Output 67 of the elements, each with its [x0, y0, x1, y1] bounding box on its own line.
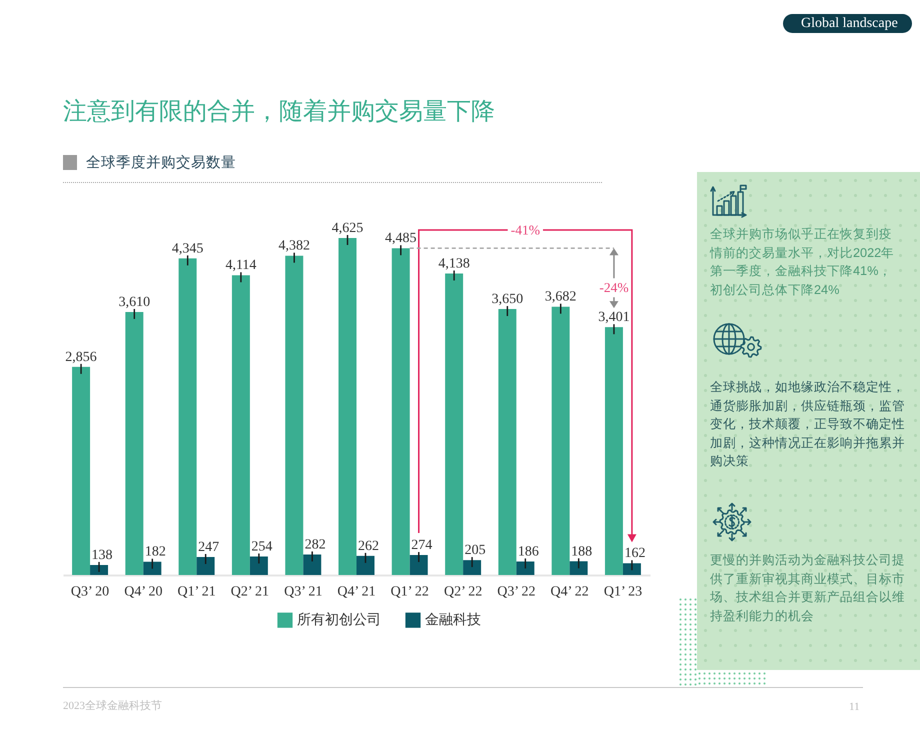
x-tick-label: Q2’ 21 — [230, 584, 270, 600]
data-label: 3,682 — [544, 290, 576, 305]
data-label: 3,650 — [492, 292, 524, 308]
data-label: 2,856 — [65, 350, 97, 365]
x-tick-label: Q1’ 21 — [178, 584, 216, 600]
data-label: 4,138 — [438, 256, 470, 272]
text: 全球并购市场似乎正在恢复到疫情前的交易量水平，对比2022年第一季度，金融科技下降41%，初创公司总体下降24% — [710, 226, 896, 298]
chart-subtitle: 全球季度并购交易数量 — [86, 154, 236, 172]
bar — [196, 557, 215, 575]
bar — [90, 564, 108, 575]
text: -41% — [510, 222, 540, 238]
x-tick-label: Q4’ 22 — [550, 584, 589, 600]
text: 全球挑战，如地缘政治不稳定性，通货膨胀加剧，供应链瓶颈，监管变化，技术颠覆，正导致不确定性加剧，这种情况正在影响并拖累并购决策 — [710, 379, 906, 470]
bar — [356, 556, 374, 575]
bar — [622, 563, 641, 575]
bar — [498, 309, 516, 575]
data-label: 4,382 — [278, 238, 310, 254]
bar — [410, 555, 428, 575]
bar — [570, 561, 588, 575]
bar — [125, 312, 144, 575]
x-tick-label: Q3’ 21 — [284, 584, 322, 600]
annotation: -24% — [599, 280, 629, 296]
data-label: 162 — [624, 546, 646, 562]
text: 更慢的并购活动为金融科技公司提供了重新审视其商业模式、目标市场、技术组合并更新产品组合以维持盈利能力的机会 — [710, 552, 906, 624]
bar — [72, 366, 90, 575]
data-label: 4,485 — [385, 231, 417, 246]
data-label: 188 — [571, 544, 592, 560]
data-label: 282 — [304, 537, 326, 552]
bar — [604, 327, 623, 575]
x-tick-label: Q3’ 20 — [70, 584, 110, 600]
text: 11 — [849, 700, 860, 714]
bar — [338, 238, 356, 575]
text: Global landscape — [801, 15, 898, 33]
x-tick-label: Q1’ 22 — [390, 584, 429, 600]
bar — [303, 554, 322, 575]
data-label: 262 — [358, 538, 379, 554]
bar — [463, 560, 482, 575]
bar — [250, 556, 268, 575]
data-label: 3,610 — [118, 294, 150, 310]
bar — [285, 256, 304, 575]
bar — [516, 561, 534, 575]
x-tick-label: Q4’ 20 — [124, 584, 162, 600]
data-label: 274 — [411, 538, 432, 554]
bar — [143, 562, 162, 575]
data-label: 4,114 — [225, 258, 256, 274]
data-label: 4,345 — [172, 241, 204, 256]
data-label: 205 — [464, 543, 486, 558]
data-label: 186 — [518, 544, 539, 560]
data-label: 182 — [144, 544, 166, 560]
bar — [232, 275, 250, 575]
x-tick-label: Q1’ 23 — [604, 584, 642, 600]
data-label: 254 — [251, 539, 272, 554]
data-label: 247 — [198, 540, 220, 555]
x-tick-label: Q2’ 22 — [444, 584, 482, 600]
legend-label: 所有初创公司 — [297, 612, 381, 628]
bar — [445, 273, 464, 575]
x-tick-label: Q4’ 21 — [337, 584, 376, 600]
chart-title: 注意到有限的合并，随着并购交易量下降 — [63, 98, 495, 127]
data-label: 3,401 — [598, 310, 630, 326]
data-label: 138 — [92, 548, 113, 563]
legend-label: 金融科技 — [425, 612, 481, 628]
bar — [392, 248, 410, 575]
data-label: 4,625 — [332, 221, 364, 236]
bar — [178, 258, 197, 575]
text: 2023全球金融科技节 — [63, 699, 162, 713]
bar — [552, 306, 570, 575]
x-tick-label: Q3’ 22 — [497, 584, 536, 600]
